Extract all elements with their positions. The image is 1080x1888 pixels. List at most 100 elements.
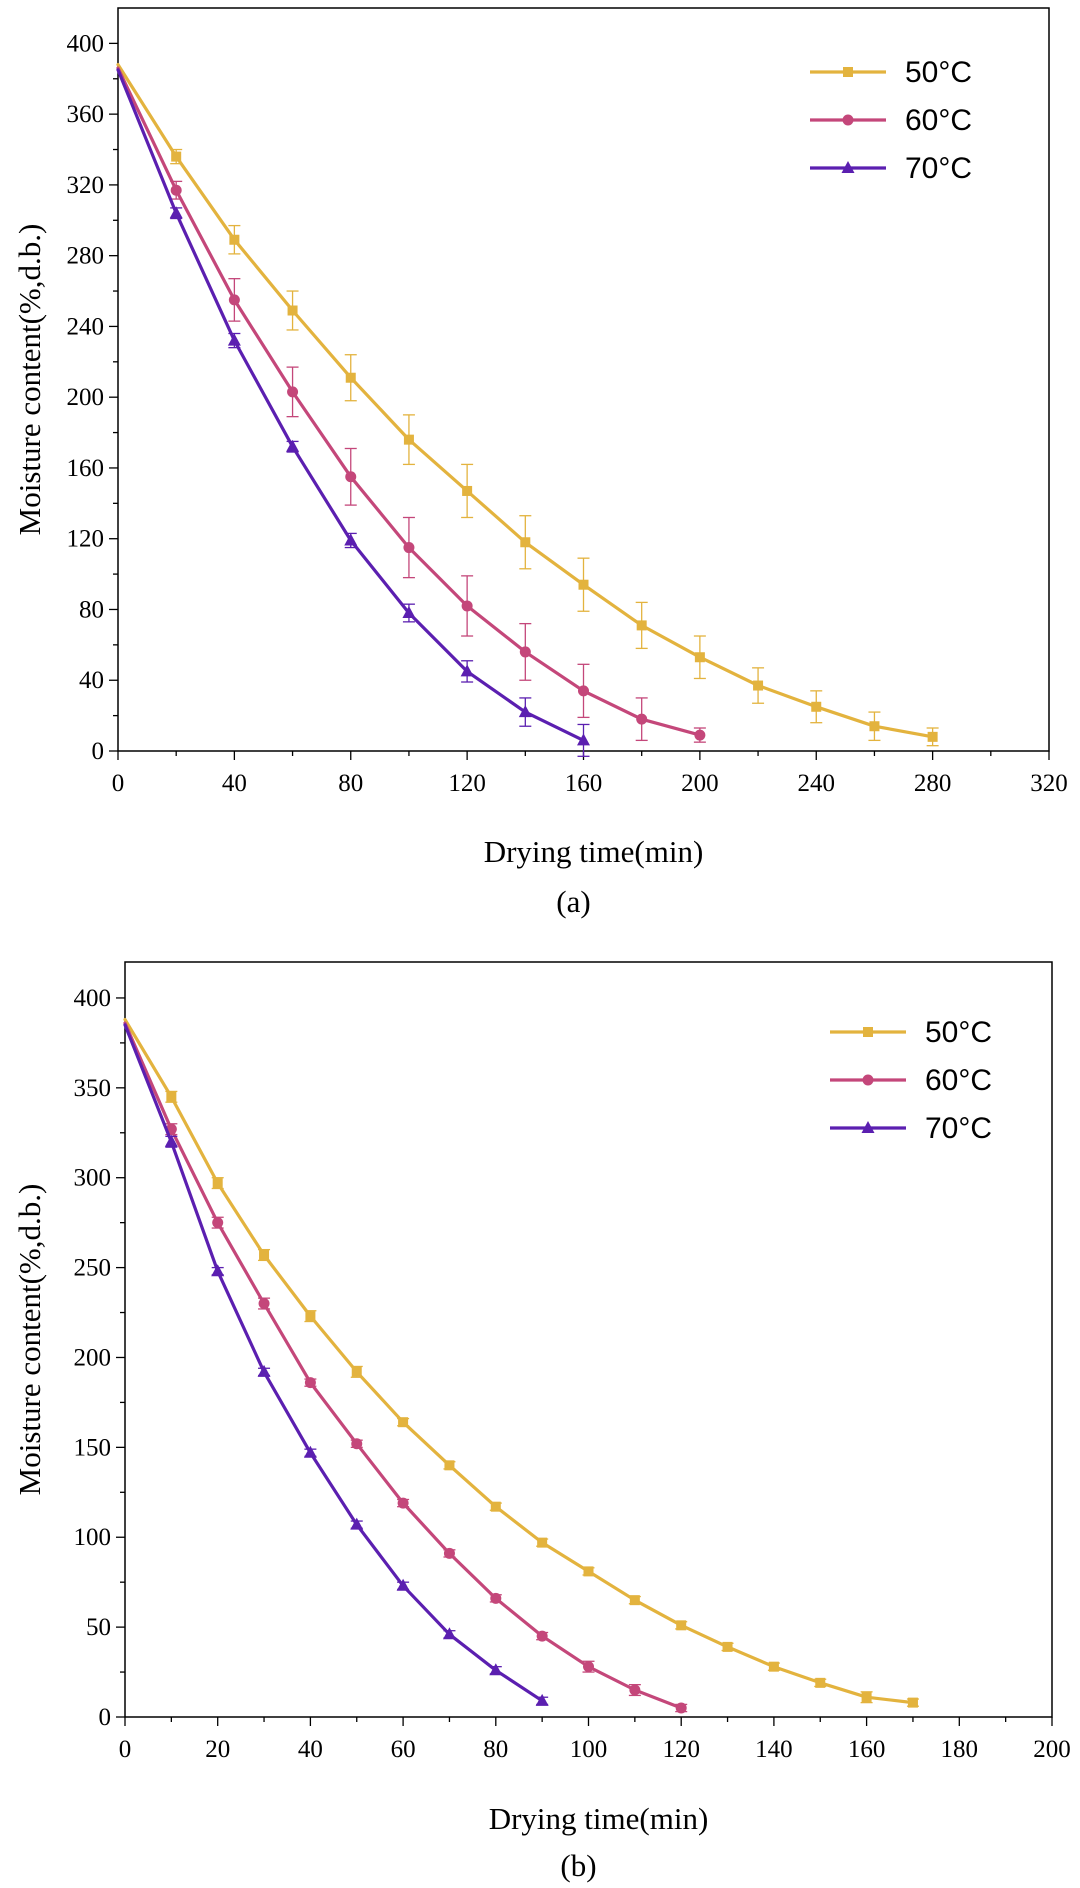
data-point	[694, 729, 706, 741]
series-60	[123, 1021, 688, 1714]
data-point	[229, 234, 240, 245]
data-point	[259, 1250, 270, 1261]
data-point	[489, 1663, 503, 1676]
y-tick-label: 40	[79, 667, 104, 694]
y-tick-label: 400	[74, 985, 112, 1012]
data-point	[578, 579, 589, 590]
data-point	[403, 542, 415, 554]
y-axis-title: Moisture content(%,d.b.)	[12, 224, 47, 536]
y-tick-label: 240	[67, 313, 105, 340]
series-line	[123, 1021, 683, 1710]
data-point	[444, 1460, 455, 1471]
data-point	[350, 1517, 364, 1530]
data-point	[675, 1702, 687, 1714]
data-point	[396, 1578, 410, 1591]
data-point	[169, 206, 183, 219]
y-tick-label: 200	[74, 1344, 112, 1371]
y-tick-label: 0	[99, 1704, 112, 1731]
series-line	[123, 1023, 544, 1703]
data-point	[345, 471, 357, 483]
y-tick-label: 0	[92, 738, 105, 765]
series-50	[123, 1017, 919, 1708]
x-tick-label: 120	[448, 770, 486, 797]
data-point	[583, 1661, 594, 1673]
x-tick-label: 180	[941, 1736, 979, 1763]
legend-label: 50°C	[905, 56, 972, 89]
data-point	[443, 1547, 455, 1559]
data-point	[577, 733, 590, 746]
data-point	[629, 1684, 641, 1696]
x-tick-label: 0	[112, 770, 125, 797]
data-point	[722, 1641, 733, 1652]
data-point	[811, 701, 822, 712]
series-line	[116, 66, 702, 737]
x-tick-label: 200	[1033, 1736, 1071, 1763]
data-point	[861, 1692, 872, 1703]
series-70	[123, 1023, 549, 1706]
data-point	[211, 1264, 225, 1277]
y-tick-label: 160	[67, 455, 105, 482]
y-tick-label: 300	[74, 1165, 112, 1192]
data-point	[344, 533, 358, 546]
y-tick-label: 250	[74, 1255, 112, 1282]
data-point	[166, 1091, 177, 1102]
data-point	[461, 600, 473, 612]
data-point	[636, 620, 647, 631]
legend-marker	[843, 67, 853, 77]
plot-frame	[124, 961, 1053, 1718]
x-tick-label: 60	[391, 1736, 416, 1763]
y-tick-label: 200	[67, 384, 105, 411]
panel-caption: (a)	[556, 884, 590, 919]
y-tick-label: 360	[67, 101, 105, 128]
series-70	[116, 68, 590, 757]
legend-marker	[841, 161, 855, 173]
data-point	[398, 1417, 409, 1428]
data-point	[636, 713, 648, 725]
data-point	[257, 1364, 271, 1377]
data-point	[537, 1537, 548, 1548]
data-point	[345, 372, 356, 383]
x-tick-label: 80	[338, 770, 363, 797]
legend-marker	[861, 1121, 875, 1133]
y-tick-label: 100	[74, 1524, 112, 1551]
x-axis-title: Drying time(min)	[489, 1801, 709, 1836]
x-tick-label: 320	[1030, 770, 1068, 797]
legend-label: 70°C	[925, 1112, 992, 1145]
data-point	[402, 606, 416, 619]
legend-entry-60: 60°C	[830, 1064, 992, 1097]
legend-entry-70: 70°C	[810, 152, 972, 185]
legend-label: 70°C	[905, 152, 972, 185]
chart-b: 0 20 40 60 80 100 120 140 160 180 200 0 50 100 150 200 2…	[12, 961, 1071, 1883]
y-tick-label: 120	[67, 526, 105, 553]
data-point	[287, 386, 299, 398]
x-tick-label: 200	[681, 770, 719, 797]
legend-entry-50: 50°C	[830, 1016, 992, 1049]
y-tick-label: 280	[67, 243, 105, 270]
data-point	[578, 685, 589, 697]
data-point	[768, 1661, 779, 1672]
data-point	[403, 434, 414, 445]
x-axis-title: Drying time(min)	[484, 834, 704, 869]
data-point	[287, 305, 298, 316]
data-point	[304, 1377, 316, 1389]
data-point	[535, 1693, 549, 1706]
y-tick-label: 150	[74, 1434, 112, 1461]
x-tick-label: 40	[298, 1736, 323, 1763]
legend-label: 60°C	[925, 1064, 992, 1097]
data-point	[536, 1630, 548, 1642]
x-tick-label: 140	[755, 1736, 793, 1763]
data-point	[305, 1311, 316, 1322]
data-point	[397, 1497, 409, 1509]
data-point	[694, 652, 705, 663]
x-tick-label: 100	[570, 1736, 608, 1763]
data-point	[927, 731, 938, 742]
y-tick-label: 80	[79, 596, 104, 623]
y-tick-label: 320	[67, 172, 105, 199]
legend-entry-60: 60°C	[810, 104, 972, 137]
data-point	[442, 1627, 456, 1640]
data-point	[490, 1592, 502, 1604]
x-tick-label: 280	[914, 770, 952, 797]
data-point	[518, 705, 532, 718]
data-point	[212, 1217, 224, 1229]
series-line	[123, 1017, 915, 1705]
